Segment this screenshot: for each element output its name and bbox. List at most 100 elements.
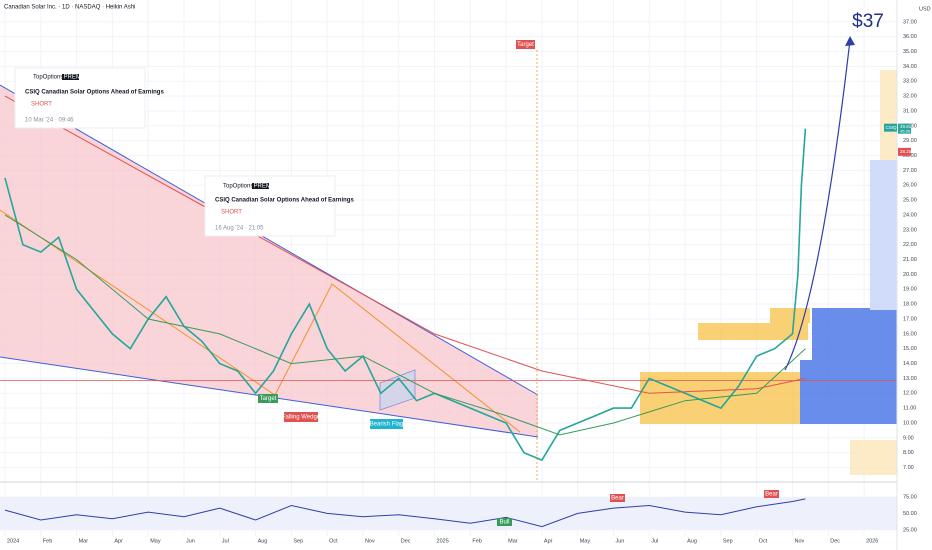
countdown: 45:35 bbox=[900, 129, 911, 134]
y-tick-label: 37.00 bbox=[903, 19, 917, 25]
y-tick-label: 7.00 bbox=[903, 465, 914, 471]
x-tick-label: Jul bbox=[222, 538, 229, 544]
x-tick-label: Dec bbox=[401, 538, 411, 544]
y-tick-label: 24.00 bbox=[903, 212, 917, 218]
annotation-bg bbox=[516, 40, 535, 49]
x-tick-label: Aug bbox=[687, 538, 697, 544]
y-tick-label: 9.00 bbox=[903, 435, 914, 441]
annotation-bg bbox=[764, 490, 779, 498]
y-tick-label: 11.00 bbox=[903, 406, 916, 412]
y-tick-label: 17.00 bbox=[903, 316, 917, 322]
y-tick-label: 21.00 bbox=[903, 257, 917, 263]
y-tick-label: 25.00 bbox=[903, 198, 917, 204]
x-tick-label: Apr bbox=[114, 538, 123, 544]
x-tick-label: Sep bbox=[293, 538, 303, 544]
symbol-tag bbox=[884, 123, 897, 132]
target-price-callout: $37 bbox=[852, 11, 884, 32]
y-tick-label: 14.00 bbox=[903, 361, 917, 367]
header-title: Canadian Solar Inc. · 1D · NASDAQ · Heik… bbox=[4, 5, 135, 11]
series-line bbox=[4, 95, 806, 394]
series-line bbox=[4, 214, 806, 436]
x-tick-label: 2024 bbox=[7, 538, 19, 544]
y-tick-label: 20.00 bbox=[903, 272, 917, 278]
annotation-bg bbox=[497, 518, 512, 526]
x-tick-label: Feb bbox=[43, 538, 52, 544]
x-tick-label: Jun bbox=[186, 538, 195, 544]
last-price-tag bbox=[898, 123, 911, 134]
idea-badge: PREMIUM bbox=[64, 75, 92, 81]
y-tick-label: 26.00 bbox=[903, 183, 917, 189]
orange-trendline bbox=[0, 209, 521, 433]
x-tick-label: Oct bbox=[759, 538, 768, 544]
idea-author: TopOptions bbox=[223, 184, 253, 190]
idea-date: 10 Mar '24 · 09:46 bbox=[25, 118, 74, 124]
x-tick-label: Mar bbox=[79, 538, 89, 544]
y-tick-label: 32.00 bbox=[903, 94, 917, 100]
y-tick-label: 8.00 bbox=[903, 450, 914, 456]
annotation: Bull bbox=[499, 520, 509, 526]
symbol: CSIQ bbox=[886, 125, 898, 130]
x-tick-label: Dec bbox=[830, 538, 840, 544]
series-line bbox=[4, 498, 806, 528]
projection-arrow bbox=[784, 39, 851, 371]
y-tick-label: 16.00 bbox=[903, 331, 917, 337]
idea-title: CSIQ Canadian Solar Options Ahead of Ear… bbox=[215, 198, 354, 204]
y-tick-label: 22.00 bbox=[903, 242, 917, 248]
idea-title: CSIQ Canadian Solar Options Ahead of Ear… bbox=[25, 90, 164, 96]
y-tick-label: 50.00 bbox=[903, 511, 917, 517]
y-tick-label: 28.00 bbox=[903, 153, 917, 159]
y-tick-label: 31.00 bbox=[903, 108, 917, 114]
line-price-tag bbox=[898, 147, 911, 156]
annotation-bg bbox=[284, 412, 318, 422]
idea-card[interactable]: TopOptions PREMIUM CSIQ Canadian Solar O… bbox=[204, 175, 354, 237]
annotation: Bear bbox=[765, 492, 778, 498]
x-tick-label: Aug bbox=[258, 538, 268, 544]
y-tick-label: 27.00 bbox=[903, 168, 917, 174]
y-tick-label: 35.00 bbox=[903, 49, 917, 55]
idea-date: 16 Aug '24 · 21:05 bbox=[215, 226, 264, 232]
currency: USD bbox=[919, 6, 931, 12]
x-tick-label: Jun bbox=[616, 538, 625, 544]
x-tick-label: Apr bbox=[544, 538, 553, 544]
y-tick-label: 19.00 bbox=[903, 287, 917, 293]
y-tick-label: 75.00 bbox=[903, 494, 917, 500]
y-tick-label: 23.00 bbox=[903, 227, 917, 233]
x-tick-label: May bbox=[580, 538, 591, 544]
annotation-bg bbox=[370, 419, 403, 429]
y-tick-label: 10.00 bbox=[903, 420, 917, 426]
y-tick-label: 33.00 bbox=[903, 79, 917, 85]
idea-card[interactable]: TopOptions PREMIUM CSIQ Canadian Solar O… bbox=[14, 67, 164, 129]
falling-wedge-zone bbox=[0, 85, 538, 437]
last-price: 29.81 bbox=[900, 124, 912, 129]
x-tick-label: Feb bbox=[472, 538, 481, 544]
x-tick-label: Sep bbox=[723, 538, 733, 544]
series-line bbox=[4, 128, 807, 462]
annotation-bg bbox=[258, 394, 278, 403]
annotation: Target bbox=[517, 42, 534, 48]
y-tick-label: 34.00 bbox=[903, 64, 917, 70]
wedge-upper bbox=[0, 84, 539, 396]
x-tick-label: Jul bbox=[651, 538, 658, 544]
y-tick-label: 15.00 bbox=[903, 346, 917, 352]
line-price: 28.25 bbox=[900, 149, 912, 154]
annotation-bg bbox=[610, 494, 625, 502]
x-tick-label: Mar bbox=[508, 538, 518, 544]
x-tick-label: May bbox=[150, 538, 161, 544]
x-tick-label: 2026 bbox=[866, 538, 878, 544]
idea-side: SHORT bbox=[31, 102, 52, 108]
idea-badge: PREMIUM bbox=[254, 184, 282, 190]
arrow-head bbox=[845, 36, 855, 46]
annotation: Bear bbox=[611, 496, 624, 502]
annotation: Target bbox=[260, 396, 277, 402]
x-tick-label: 2025 bbox=[437, 538, 449, 544]
y-tick-label: 12.00 bbox=[903, 391, 917, 397]
idea-side: SHORT bbox=[221, 210, 242, 216]
y-tick-label: 25.00 bbox=[903, 527, 917, 533]
x-tick-label: Oct bbox=[329, 538, 338, 544]
y-tick-label: 36.00 bbox=[903, 34, 917, 40]
y-tick-label: 29.00 bbox=[903, 138, 917, 144]
idea-author: TopOptions bbox=[33, 75, 63, 81]
y-tick-label: 18.00 bbox=[903, 302, 917, 308]
